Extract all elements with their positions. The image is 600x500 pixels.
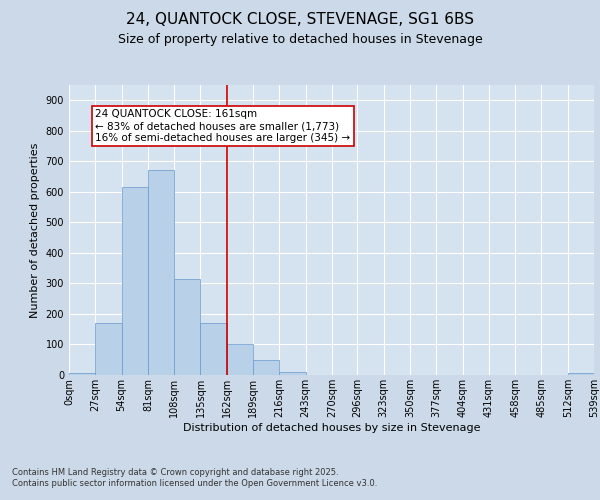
Bar [253, 360, 280, 375]
Bar [568, 374, 594, 375]
Text: Size of property relative to detached houses in Stevenage: Size of property relative to detached ho… [118, 32, 482, 46]
Bar [122, 188, 148, 375]
Bar [200, 323, 227, 375]
Bar [227, 344, 253, 375]
X-axis label: Distribution of detached houses by size in Stevenage: Distribution of detached houses by size … [183, 422, 480, 432]
Text: 24 QUANTOCK CLOSE: 161sqm
← 83% of detached houses are smaller (1,773)
16% of se: 24 QUANTOCK CLOSE: 161sqm ← 83% of detac… [95, 110, 350, 142]
Text: 24, QUANTOCK CLOSE, STEVENAGE, SG1 6BS: 24, QUANTOCK CLOSE, STEVENAGE, SG1 6BS [126, 12, 474, 28]
Bar [95, 323, 122, 375]
Bar [174, 279, 200, 375]
Bar [280, 372, 305, 375]
Text: Contains HM Land Registry data © Crown copyright and database right 2025.
Contai: Contains HM Land Registry data © Crown c… [12, 468, 377, 487]
Bar [148, 170, 174, 375]
Y-axis label: Number of detached properties: Number of detached properties [30, 142, 40, 318]
Bar [69, 374, 95, 375]
